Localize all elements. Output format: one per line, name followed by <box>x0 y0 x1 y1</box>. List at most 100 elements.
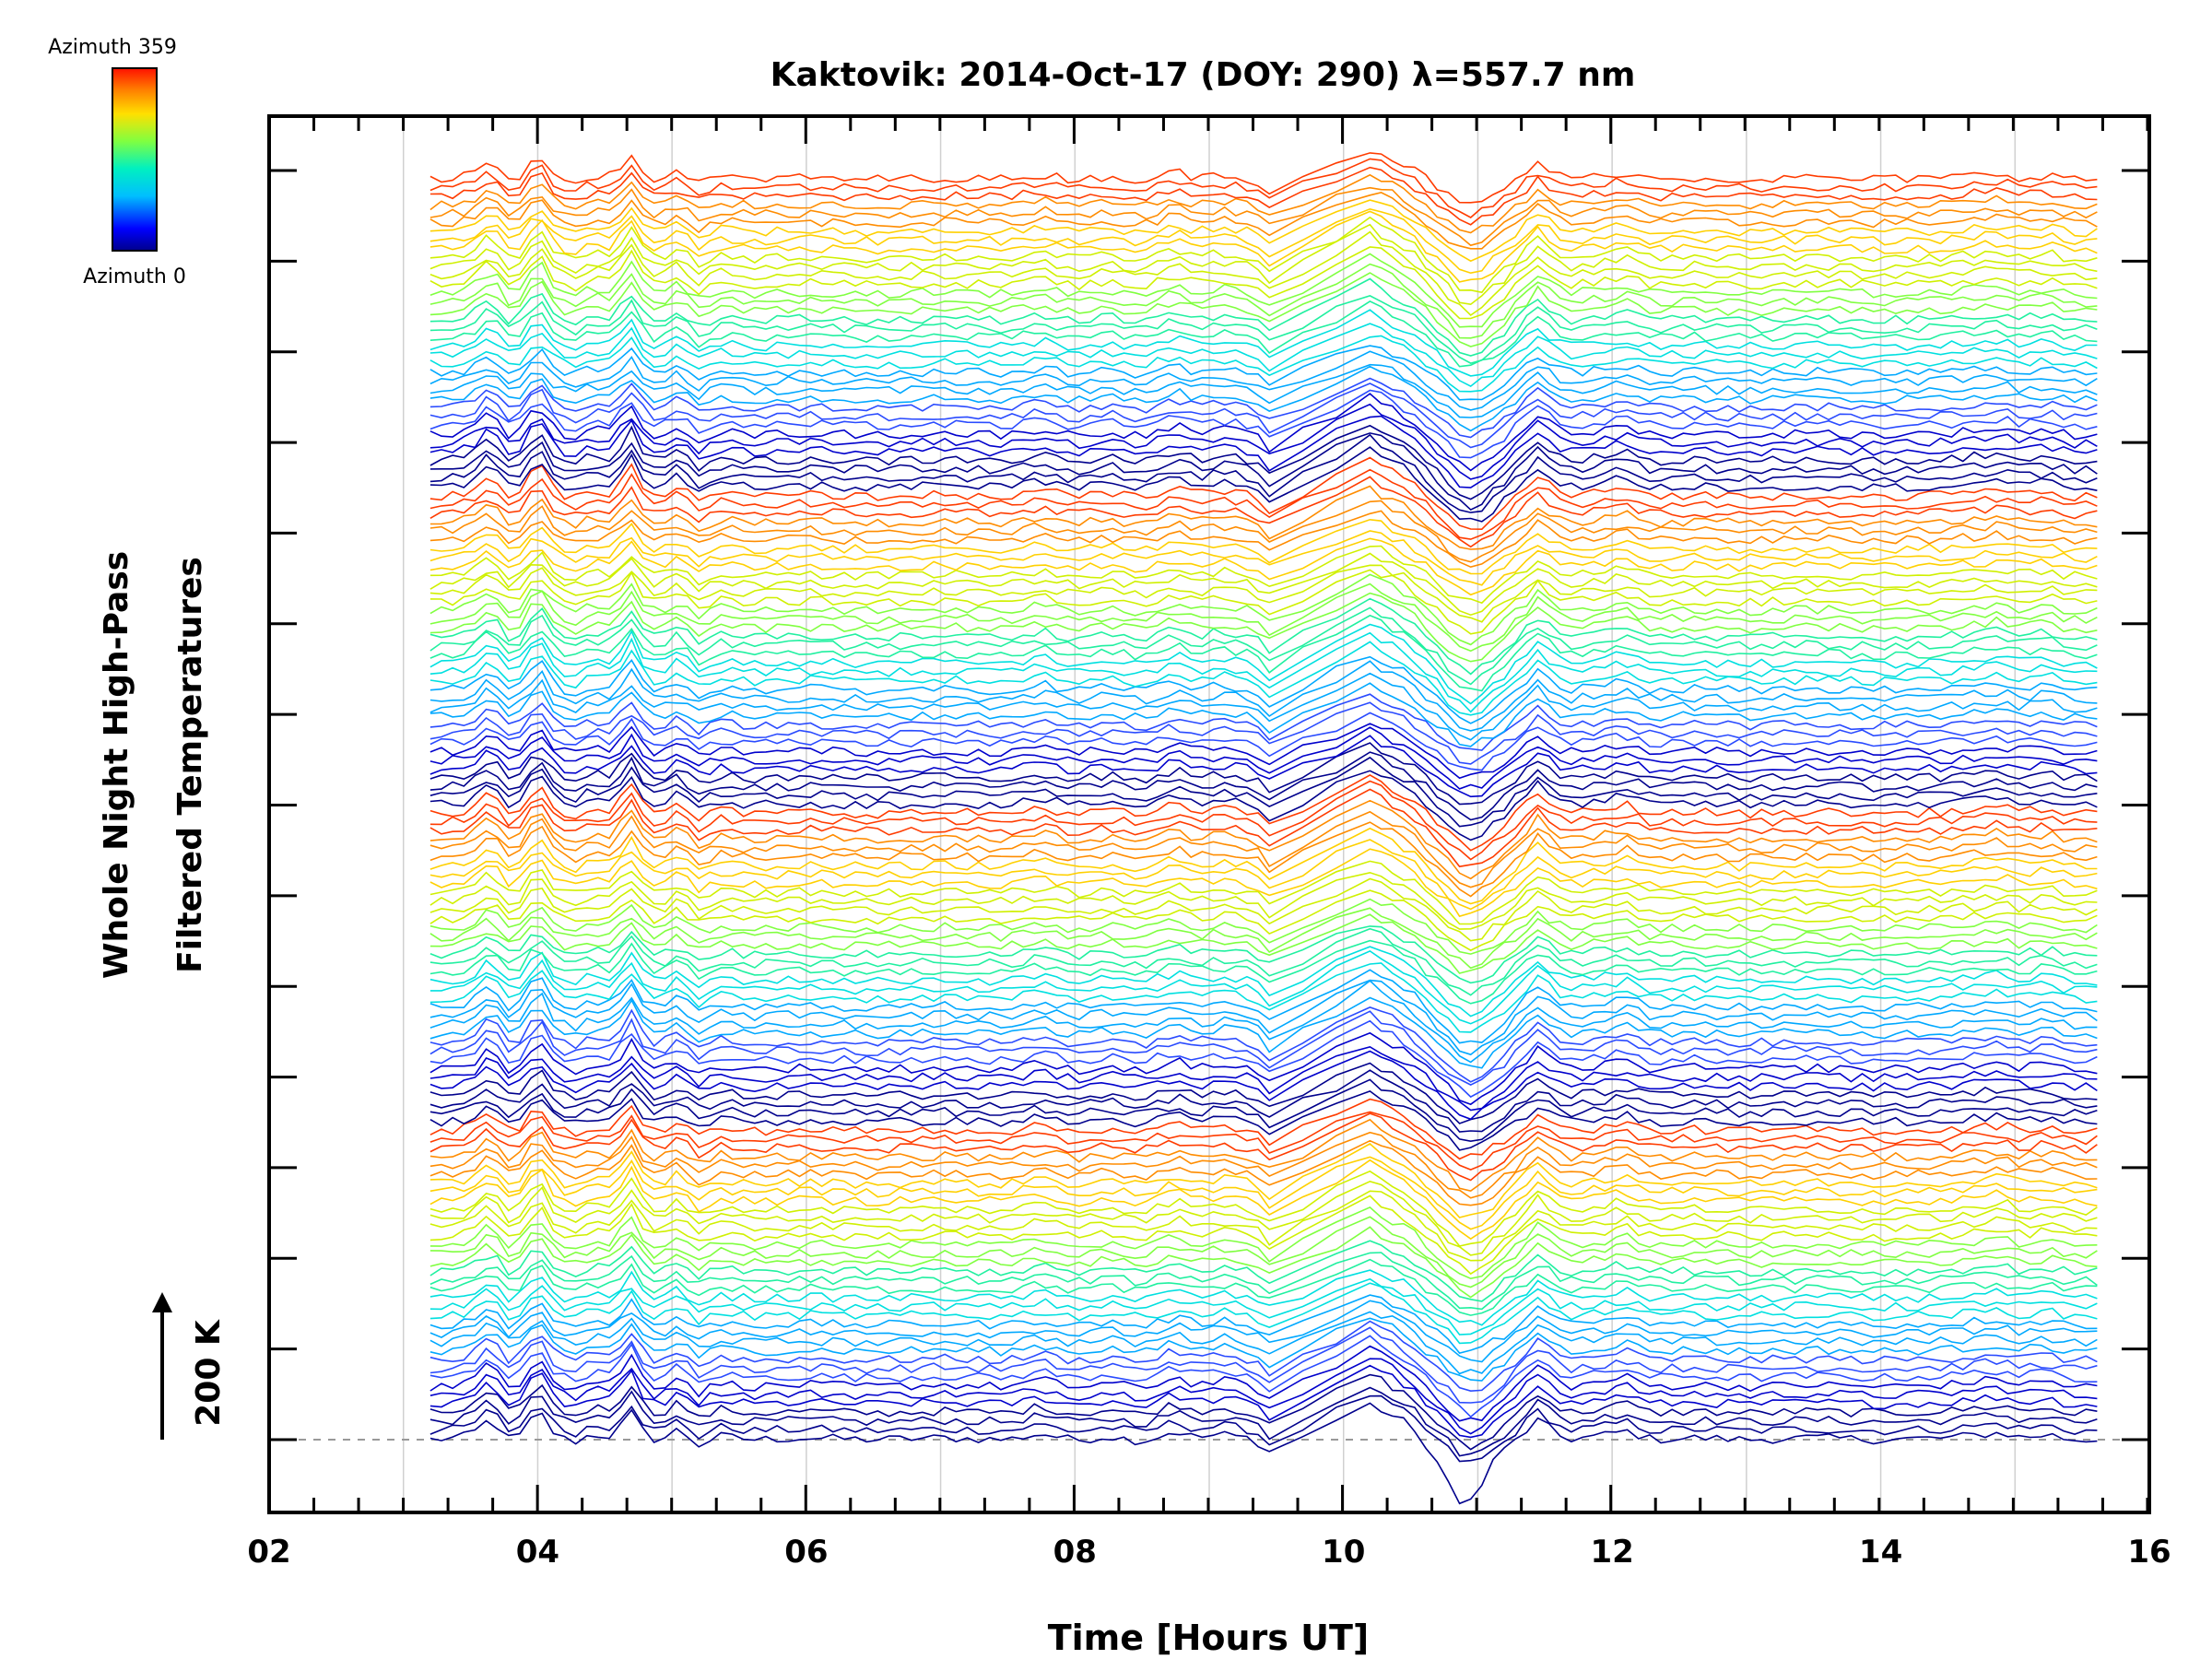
series-line <box>429 377 2098 439</box>
series-line <box>429 682 2098 747</box>
series-line <box>429 925 2098 984</box>
series-line <box>429 1320 2098 1393</box>
series-line <box>429 751 2098 821</box>
x-axis-label: Time [Hours UT] <box>1048 1618 1370 1658</box>
series-line <box>429 996 2098 1069</box>
series-line <box>429 848 2098 918</box>
series-line <box>429 363 2098 418</box>
series-line <box>429 1006 2098 1083</box>
series-line <box>429 1277 2098 1335</box>
series-line <box>429 510 2098 569</box>
series-line <box>429 723 2098 780</box>
series-line <box>429 210 2098 283</box>
series-line <box>429 1282 2098 1345</box>
series-line <box>429 898 2098 955</box>
series-line <box>429 277 2098 357</box>
colorbar <box>112 67 158 252</box>
series-line <box>429 246 2098 320</box>
series-line <box>429 969 2098 1044</box>
y-axis-label-line1: Whole Night High-Pass <box>98 551 135 979</box>
series-line <box>429 1269 2098 1326</box>
series-line <box>429 1131 2098 1199</box>
series-line <box>429 949 2098 1025</box>
series-line <box>429 1139 2098 1206</box>
series-line <box>429 780 2098 861</box>
series-line <box>429 1216 2098 1288</box>
series-line <box>429 606 2098 686</box>
series-line <box>429 323 2098 388</box>
series-line <box>429 365 2098 432</box>
series-line <box>429 216 2098 294</box>
series-line <box>429 582 2098 653</box>
series-line <box>429 1226 2098 1299</box>
series-line <box>429 393 2098 472</box>
series-line <box>429 173 2098 234</box>
series-line <box>429 839 2098 911</box>
series-line <box>429 1111 2098 1171</box>
series-line <box>429 712 2098 771</box>
series-line <box>429 223 2098 306</box>
series-line <box>429 672 2098 741</box>
x-tick-label: 02 <box>247 1534 290 1571</box>
series-line <box>429 788 2098 868</box>
x-tick-label: 08 <box>1053 1534 1097 1571</box>
series-line <box>429 476 2098 548</box>
series-line <box>429 641 2098 716</box>
series-line <box>429 1402 2098 1505</box>
series-line <box>429 726 2098 790</box>
series-line <box>429 756 2098 828</box>
series-line <box>429 432 2098 512</box>
series-line <box>429 389 2098 459</box>
series-line <box>429 1258 2098 1316</box>
series-line <box>429 530 2098 586</box>
series-line <box>429 309 2098 377</box>
series-line <box>429 1294 2098 1355</box>
series-line <box>429 701 2098 765</box>
series-line <box>429 1317 2098 1382</box>
x-tick-label: 12 <box>1590 1534 1633 1571</box>
series-line <box>429 913 2098 974</box>
series-line <box>429 660 2098 732</box>
series-line <box>429 230 2098 317</box>
series-line <box>429 1386 2098 1457</box>
series-line <box>429 1194 2098 1276</box>
series-line <box>429 468 2098 540</box>
series-line <box>429 877 2098 942</box>
series-line <box>429 1240 2098 1302</box>
series-line <box>429 1098 2098 1160</box>
series-line <box>429 1335 2098 1418</box>
series-line <box>429 207 2098 275</box>
series-line <box>429 415 2098 488</box>
series-line <box>429 1358 2098 1435</box>
series-line <box>429 573 2098 646</box>
series-line <box>429 295 2098 364</box>
series-line <box>429 1062 2098 1124</box>
series-line <box>429 545 2098 605</box>
y-axis-label-line2: Filtered Temperatures <box>171 557 209 973</box>
series-line <box>429 773 2098 852</box>
series-line <box>429 821 2098 898</box>
series-line <box>429 158 2098 218</box>
series-line <box>429 860 2098 925</box>
series-line <box>429 1078 2098 1143</box>
series-line <box>429 1019 2098 1099</box>
series-line <box>429 537 2098 596</box>
series-line <box>429 433 2098 513</box>
series-line <box>429 979 2098 1056</box>
series-group <box>429 152 2098 1505</box>
series-line <box>429 742 2098 806</box>
series-line <box>429 1300 2098 1363</box>
series-line <box>429 1345 2098 1422</box>
series-line <box>429 272 2098 347</box>
series-line <box>429 1045 2098 1112</box>
plot-frame <box>267 114 2151 1514</box>
series-line <box>429 631 2098 713</box>
colorbar-max-label: Azimuth 359 <box>48 36 177 59</box>
series-line <box>429 962 2098 1033</box>
series-line <box>429 1159 2098 1241</box>
series-line <box>429 1170 2098 1247</box>
series-line <box>429 927 2098 996</box>
series-line <box>429 827 2098 905</box>
series-line <box>429 253 2098 328</box>
